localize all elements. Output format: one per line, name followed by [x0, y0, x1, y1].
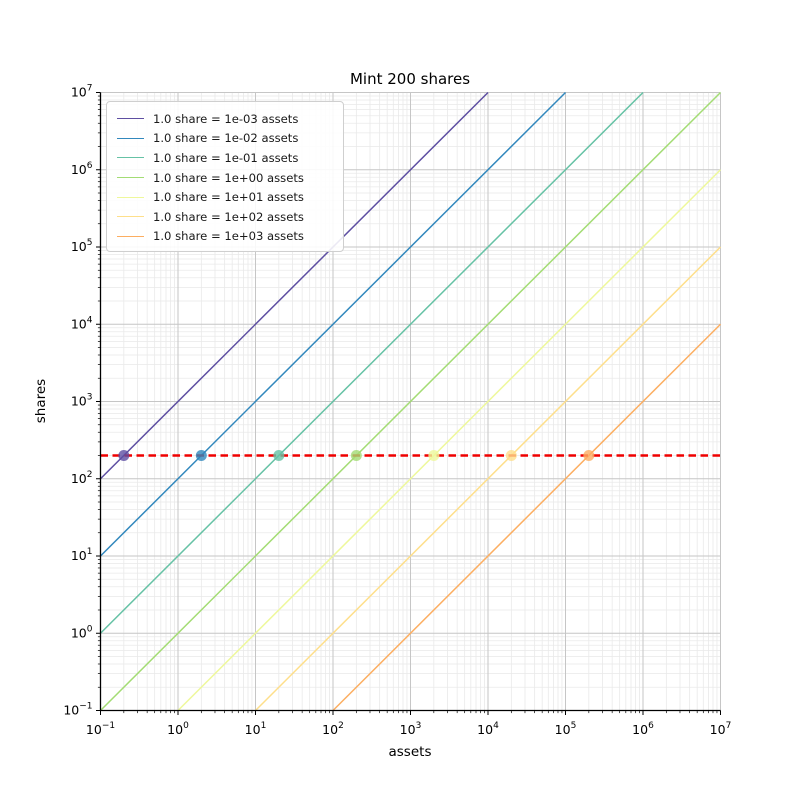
marker-dot-3: [350, 449, 362, 461]
legend-label: 1.0 share = 1e+03 assets: [153, 229, 304, 244]
x-tick-label: 101: [245, 721, 267, 737]
series-line-2: [99, 91, 644, 634]
legend-label: 1.0 share = 1e-01 assets: [153, 150, 299, 165]
marker-dot-0: [118, 449, 130, 461]
y-tick-label: 104: [71, 315, 93, 331]
marker-dot-2: [273, 449, 285, 461]
legend-item-3: 1.0 share = 1e+00 assets: [117, 168, 333, 188]
marker-dot-1: [195, 449, 207, 461]
y-tick-label: 10−1: [63, 702, 92, 718]
legend-line-sample: [117, 216, 144, 218]
y-tick-label: 103: [71, 393, 93, 409]
series-line-6: [332, 323, 722, 712]
legend-line-sample: [117, 177, 144, 179]
legend-label: 1.0 share = 1e-02 assets: [153, 131, 299, 146]
marker-dot-4: [428, 449, 440, 461]
series-line-4: [177, 169, 722, 712]
y-tick-label: 100: [71, 624, 93, 640]
series-line-5: [254, 246, 722, 712]
x-tick-label: 10−1: [86, 721, 115, 737]
legend-line-sample: [117, 157, 144, 159]
y-tick-label: 102: [71, 470, 93, 486]
legend-line-sample: [117, 118, 144, 120]
intersection-markers: [118, 449, 595, 461]
legend-line-sample: [117, 137, 144, 139]
x-tick-labels: 10−1 100 101 102 103 104 105 106 107: [86, 721, 731, 737]
legend-item-1: 1.0 share = 1e-02 assets: [117, 129, 333, 149]
marker-dot-6: [583, 449, 595, 461]
series-line-3: [99, 91, 722, 712]
legend-item-4: 1.0 share = 1e+01 assets: [117, 187, 333, 207]
x-tick-label: 105: [555, 721, 577, 737]
y-tick-labels: 10−1 100 101 102 103 104 105 106 107: [63, 84, 92, 718]
legend: 1.0 share = 1e-03 assets 1.0 share = 1e-0…: [106, 101, 344, 253]
legend-item-6: 1.0 share = 1e+03 assets: [117, 227, 333, 247]
x-tick-label: 100: [167, 721, 189, 737]
legend-label: 1.0 share = 1e+02 assets: [153, 209, 304, 224]
x-tick-label: 107: [710, 721, 732, 737]
legend-item-0: 1.0 share = 1e-03 assets: [117, 109, 333, 129]
x-tick-label: 106: [632, 721, 654, 737]
y-axis-label: shares: [33, 378, 49, 424]
legend-label: 1.0 share = 1e-03 assets: [153, 111, 299, 126]
chart-title: Mint 200 shares: [349, 70, 471, 88]
legend-item-5: 1.0 share = 1e+02 assets: [117, 207, 333, 227]
legend-line-sample: [117, 196, 144, 198]
y-tick-label: 105: [71, 238, 93, 254]
x-axis-label: assets: [388, 744, 432, 760]
series-line-0: [99, 91, 489, 480]
y-tick-label: 107: [71, 84, 93, 100]
tick-marks: [96, 92, 721, 715]
legend-line-sample: [117, 235, 144, 237]
x-tick-label: 102: [322, 721, 344, 737]
marker-dot-5: [505, 449, 517, 461]
legend-label: 1.0 share = 1e+01 assets: [153, 190, 304, 205]
y-tick-label: 101: [71, 547, 93, 563]
legend-item-2: 1.0 share = 1e-01 assets: [117, 148, 333, 168]
series-lines: [99, 91, 722, 712]
series-line-1: [99, 91, 567, 557]
y-tick-label: 106: [71, 161, 93, 177]
x-tick-label: 104: [477, 721, 499, 737]
legend-label: 1.0 share = 1e+00 assets: [153, 170, 304, 185]
minor-tick-marks: [97, 95, 718, 714]
x-tick-label: 103: [400, 721, 422, 737]
